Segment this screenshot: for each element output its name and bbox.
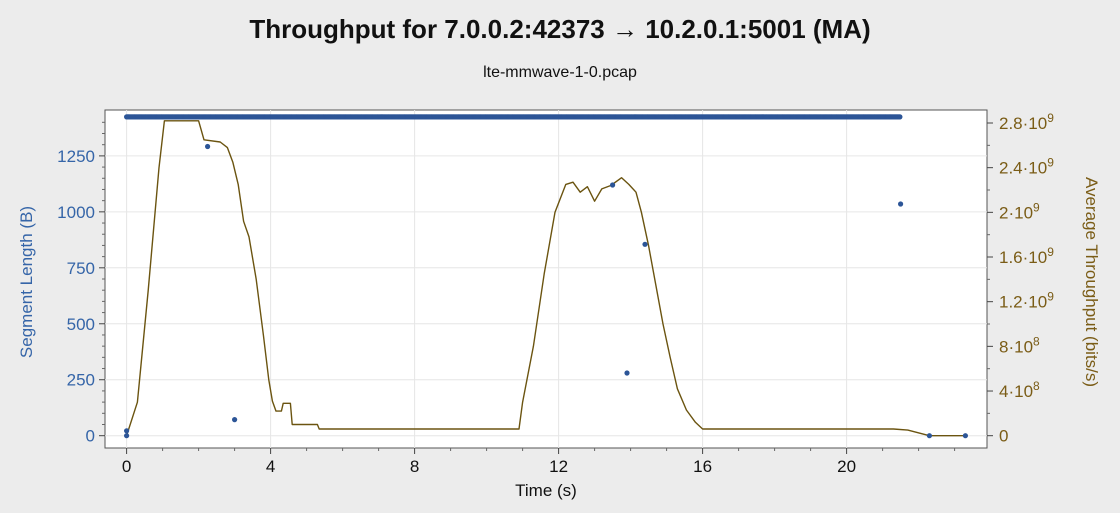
- segment-dot: [962, 433, 969, 439]
- segment-dot: [898, 201, 904, 207]
- left-tick-label: 0: [86, 427, 95, 446]
- left-axis-label: Segment Length (B): [17, 206, 36, 358]
- segment-dot: [232, 417, 238, 423]
- chart-title: Throughput for 7.0.0.2:42373 → 10.2.0.1:…: [249, 14, 871, 44]
- right-axis-label: Average Throughput (bits/s): [1082, 177, 1101, 387]
- chart-subtitle: lte-mmwave-1-0.pcap: [483, 64, 637, 81]
- right-tick-label: 2.8·109: [999, 111, 1054, 133]
- segment-dot: [124, 428, 130, 434]
- x-tick-label: 4: [266, 457, 275, 476]
- x-tick-label: 20: [837, 457, 856, 476]
- axis-ticks: 0 4 8 12 16 20 0 250 500 750 1000 1250 0 4·108 8·108 1.…: [57, 111, 1054, 476]
- right-tick-label: 1.2·109: [999, 290, 1054, 312]
- segment-dot: [624, 370, 630, 376]
- right-tick-label: 2·109: [999, 200, 1040, 222]
- segment-dot: [926, 433, 933, 439]
- x-tick-label: 0: [122, 457, 131, 476]
- segment-dot: [124, 433, 130, 439]
- right-tick-label: 4·108: [999, 379, 1040, 401]
- left-tick-label: 250: [67, 371, 95, 390]
- x-tick-label: 16: [693, 457, 712, 476]
- left-tick-label: 1250: [57, 147, 95, 166]
- plot-background: [104, 109, 988, 449]
- right-tick-label: 0: [999, 427, 1008, 446]
- left-tick-label: 1000: [57, 203, 95, 222]
- segment-series: [124, 114, 969, 439]
- right-tick-label: 1.6·109: [999, 245, 1054, 267]
- grid-lines: [105, 110, 987, 448]
- x-tick-label: 12: [549, 457, 568, 476]
- x-axis-label: Time (s): [515, 481, 577, 500]
- segment-dot: [897, 114, 903, 120]
- left-tick-label: 750: [67, 259, 95, 278]
- right-tick-label: 2.4·109: [999, 156, 1054, 178]
- throughput-line: [125, 120, 966, 437]
- segment-dot: [610, 182, 616, 188]
- left-tick-label: 500: [67, 315, 95, 334]
- throughput-series: [125, 120, 966, 437]
- x-tick-label: 8: [410, 457, 419, 476]
- segment-dot: [205, 143, 211, 150]
- right-tick-label: 8·108: [999, 334, 1040, 356]
- segment-dot: [642, 241, 648, 247]
